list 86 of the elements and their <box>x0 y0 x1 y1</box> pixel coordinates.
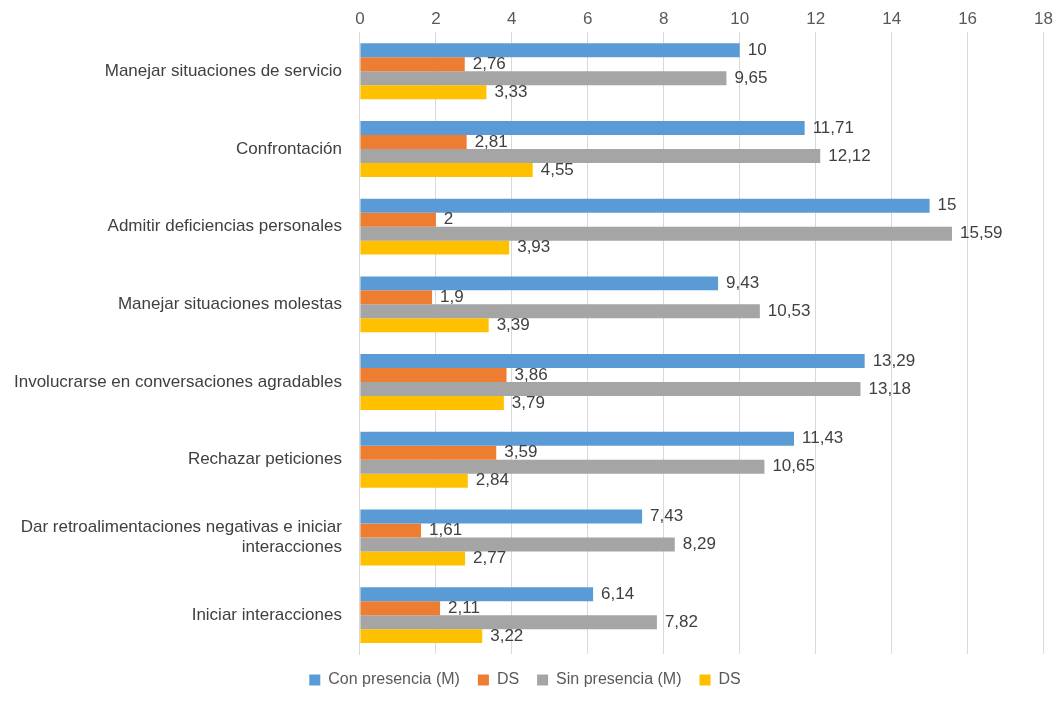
bar <box>360 57 465 72</box>
data-label: 1,61 <box>429 520 463 540</box>
y-tick-label: Confrontación <box>236 138 342 158</box>
data-label: 2,77 <box>473 548 507 568</box>
x-tick-label: 12 <box>806 8 826 28</box>
bar <box>360 629 483 644</box>
y-tick-label: Manejar situaciones de servicio <box>104 60 342 80</box>
x-tick-label: 4 <box>507 8 517 28</box>
data-label: 7,82 <box>664 611 699 631</box>
data-label: 8,29 <box>682 534 716 554</box>
data-label: 15 <box>937 195 957 215</box>
legend-label: Con presencia (M) <box>328 670 460 688</box>
x-tick-label: 16 <box>958 8 978 28</box>
data-label: 3,39 <box>496 315 530 335</box>
legend-label: DS <box>496 670 520 688</box>
data-label: 11,43 <box>802 428 844 448</box>
bar <box>360 85 487 100</box>
data-label: 3,79 <box>511 392 545 412</box>
data-label: 3,59 <box>504 442 538 462</box>
x-tick-label: 18 <box>1034 8 1054 28</box>
bar <box>360 445 497 460</box>
data-label: 2,76 <box>472 53 506 73</box>
data-label: 6,14 <box>601 583 635 603</box>
x-tick-label: 10 <box>730 8 750 28</box>
bar <box>360 523 422 538</box>
data-label: 10,65 <box>772 456 815 476</box>
data-label: 4,55 <box>540 159 574 179</box>
data-label: 3,93 <box>517 237 551 257</box>
bar <box>360 431 795 446</box>
bar <box>360 290 433 305</box>
bar <box>360 601 441 616</box>
bar <box>360 615 657 630</box>
legend-label: Sin presencia (M) <box>556 670 682 688</box>
data-label: 13,29 <box>872 350 916 370</box>
y-tick-label: Manejar situaciones molestas <box>117 294 342 314</box>
data-label: 9,43 <box>726 273 760 293</box>
y-tick-label: Rechazar peticiones <box>187 449 342 469</box>
data-label: 3,86 <box>514 364 548 384</box>
data-label: 13,18 <box>868 378 912 398</box>
data-label: 7,43 <box>650 506 684 526</box>
y-tick-label: Iniciar interacciones <box>191 604 342 624</box>
bar <box>360 537 675 552</box>
bar <box>360 304 760 319</box>
bar <box>360 240 510 255</box>
bar <box>360 120 805 135</box>
data-label: 15,59 <box>960 223 1003 243</box>
data-label: 12,12 <box>828 145 871 165</box>
x-tick-label: 0 <box>355 8 365 28</box>
data-label: 3,33 <box>494 81 528 101</box>
data-label: 2,84 <box>475 470 509 490</box>
x-tick-label: 8 <box>659 8 669 28</box>
bar <box>360 587 594 602</box>
bar <box>360 459 765 474</box>
data-label: 1,9 <box>440 287 464 307</box>
y-tick-label: Admitir deficiencias personales <box>107 216 342 236</box>
bar <box>360 43 740 58</box>
data-label: 10 <box>747 39 767 59</box>
bar <box>360 148 821 163</box>
x-tick-label: 6 <box>583 8 593 28</box>
data-label: 2,81 <box>474 131 508 151</box>
bar <box>360 354 865 369</box>
data-label: 11,71 <box>812 117 854 137</box>
y-tick-label: Involucrarse en conversaciones agradables <box>13 371 342 391</box>
bar <box>360 509 643 524</box>
legend-label: DS <box>718 670 741 688</box>
data-label: 3,22 <box>490 625 524 645</box>
bar <box>360 134 467 149</box>
bar <box>360 551 466 566</box>
data-label: 9,65 <box>734 67 768 87</box>
bar <box>360 396 504 411</box>
bar <box>360 276 719 291</box>
bar <box>360 198 930 213</box>
data-label: 2,11 <box>448 597 480 617</box>
data-label: 10,53 <box>767 301 811 321</box>
bar <box>360 226 953 241</box>
y-tick-label: Dar retroalimentaciones negativas e iniciar interacciones <box>20 516 343 557</box>
x-tick-label: 14 <box>882 8 902 28</box>
bar <box>360 368 507 383</box>
bar <box>360 212 436 227</box>
bar <box>360 71 727 86</box>
bar <box>360 318 489 333</box>
bar <box>360 473 468 488</box>
data-label: 2 <box>443 209 454 229</box>
bar <box>360 382 861 397</box>
x-tick-label: 2 <box>431 8 441 28</box>
bar <box>360 162 533 177</box>
